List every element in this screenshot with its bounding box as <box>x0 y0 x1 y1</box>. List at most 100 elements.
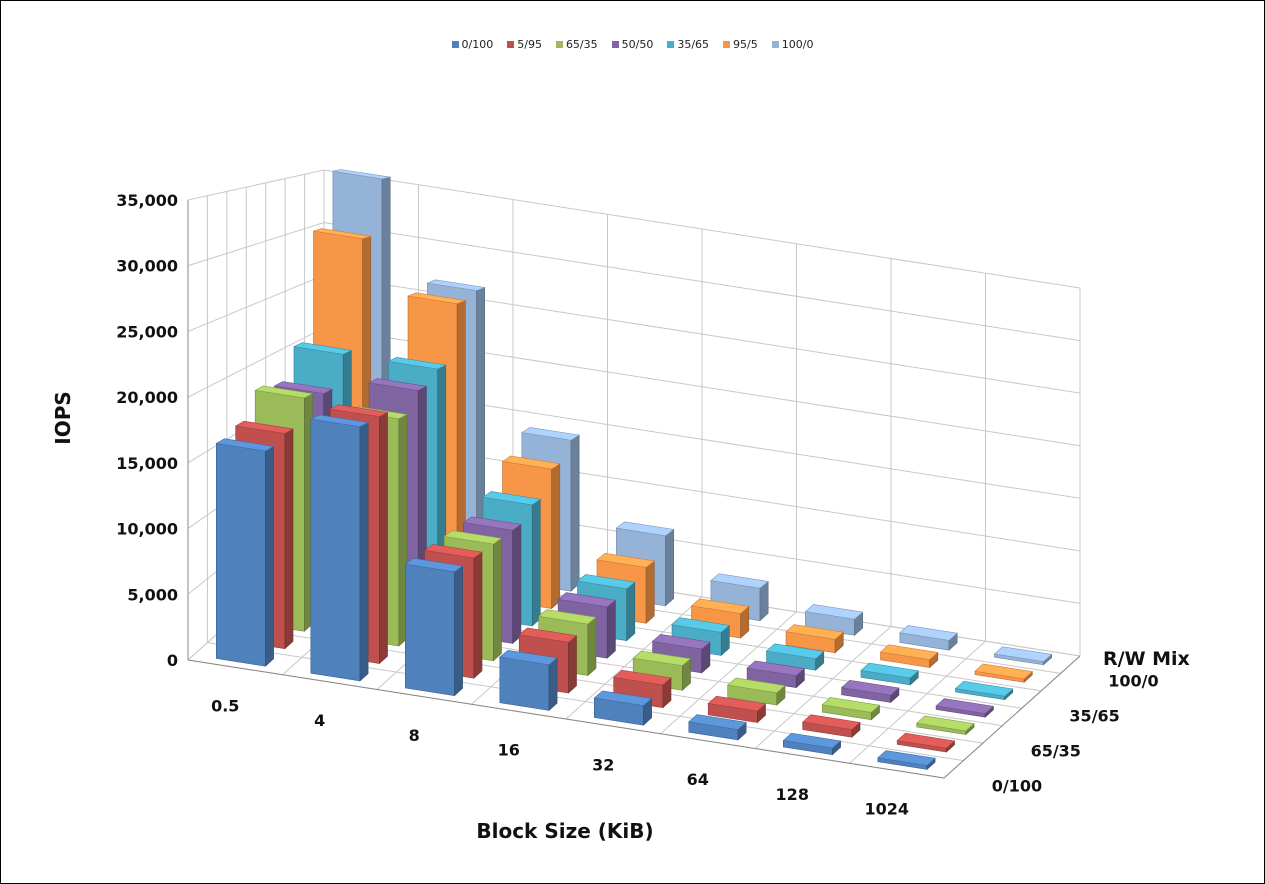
bar <box>821 697 881 721</box>
bar <box>785 624 844 654</box>
bar <box>688 714 747 741</box>
bar <box>860 662 919 686</box>
gridline-floor <box>849 640 986 764</box>
legend-label: 95/5 <box>733 38 758 51</box>
bar-side <box>551 463 561 610</box>
bar-top <box>974 663 1033 680</box>
legend-swatch <box>771 41 779 48</box>
bar-side <box>284 428 294 650</box>
bar-top <box>499 649 558 666</box>
bar-top <box>688 714 747 730</box>
bar-top <box>613 669 672 686</box>
bar-top <box>234 420 294 434</box>
legend-label: 5/95 <box>517 38 542 51</box>
bar-top <box>368 378 428 391</box>
x-tick-label: 32 <box>592 755 614 774</box>
legend-swatch <box>555 41 563 48</box>
bar <box>993 646 1053 666</box>
bar-side <box>379 411 388 665</box>
bar <box>707 695 767 724</box>
bar-side <box>665 528 675 607</box>
bar <box>879 644 939 669</box>
bar-top <box>596 552 656 568</box>
x-axis-title: Block Size (KiB) <box>476 819 653 843</box>
bar-side <box>606 599 616 659</box>
bar-top <box>443 530 503 545</box>
bar-top <box>406 292 467 305</box>
bar-top <box>593 690 653 706</box>
bar <box>404 557 464 697</box>
depth-tick-label: 65/35 <box>1031 741 1081 760</box>
y-tick-label: 15,000 <box>116 454 178 473</box>
bar-top <box>821 697 881 713</box>
bar-top <box>482 491 542 506</box>
bar-top <box>710 573 769 589</box>
bar-top <box>860 662 919 679</box>
legend-item: 100/0 <box>771 38 814 51</box>
bar-side <box>626 581 636 642</box>
legend-label: 100/0 <box>781 38 814 51</box>
z-axis-title: R/W Mix <box>1103 648 1190 670</box>
legend-swatch <box>451 41 459 48</box>
bar-top <box>518 627 578 643</box>
gridline-floor <box>660 611 797 735</box>
bar-top <box>332 169 391 180</box>
bar-side <box>359 422 369 682</box>
bar-top <box>387 356 447 370</box>
y-tick-label: 35,000 <box>116 191 178 210</box>
legend-label: 0/100 <box>461 38 494 51</box>
bar-top <box>537 609 597 625</box>
bar-top <box>746 660 806 677</box>
y-tick-label: 20,000 <box>116 388 178 407</box>
legend-swatch <box>611 41 619 48</box>
legend-swatch <box>723 41 731 48</box>
bar-top <box>273 381 333 394</box>
bar-front <box>310 418 361 682</box>
bar-top <box>309 414 370 428</box>
bar-top <box>313 228 371 240</box>
bar <box>309 414 370 682</box>
bar-top <box>254 385 314 399</box>
bar-top <box>501 455 561 470</box>
x-tick-label: 4 <box>314 711 325 730</box>
legend-swatch <box>507 41 515 48</box>
depth-tick-label: 100/0 <box>1108 672 1158 691</box>
bar-top <box>293 342 353 355</box>
bar-top <box>877 750 936 766</box>
bar-top <box>557 592 617 608</box>
legend-item: 5/95 <box>507 38 542 51</box>
bar-top <box>576 574 636 590</box>
bar <box>499 649 558 712</box>
legend-item: 0/100 <box>451 38 494 51</box>
bar-top <box>423 544 483 559</box>
bar-side <box>568 635 577 694</box>
bar-top <box>651 634 711 650</box>
bar-top <box>329 404 389 417</box>
bar <box>746 660 806 689</box>
y-tick-label: 0 <box>167 651 178 670</box>
x-tick-label: 8 <box>409 726 420 745</box>
bar-top <box>954 680 1014 697</box>
bar <box>935 698 995 718</box>
bar <box>877 750 936 771</box>
bar <box>954 680 1014 701</box>
bar-top <box>690 598 750 614</box>
bar-side <box>587 616 597 677</box>
bar <box>215 438 275 667</box>
bar-top <box>840 679 900 696</box>
bar-front <box>404 563 455 697</box>
gridline-floor <box>754 626 892 749</box>
legend-item: 95/5 <box>723 38 758 51</box>
y-tick-label: 30,000 <box>116 257 178 276</box>
y-tick-label: 5,000 <box>127 585 178 604</box>
bar <box>974 663 1033 683</box>
bar-top <box>785 624 844 640</box>
bar-side <box>531 498 541 627</box>
bar-top <box>727 677 786 694</box>
bar-top <box>896 732 956 749</box>
legend-item: 50/50 <box>611 38 653 51</box>
bar-side <box>548 657 558 712</box>
bar-top <box>521 427 581 441</box>
bar-top <box>426 279 486 291</box>
